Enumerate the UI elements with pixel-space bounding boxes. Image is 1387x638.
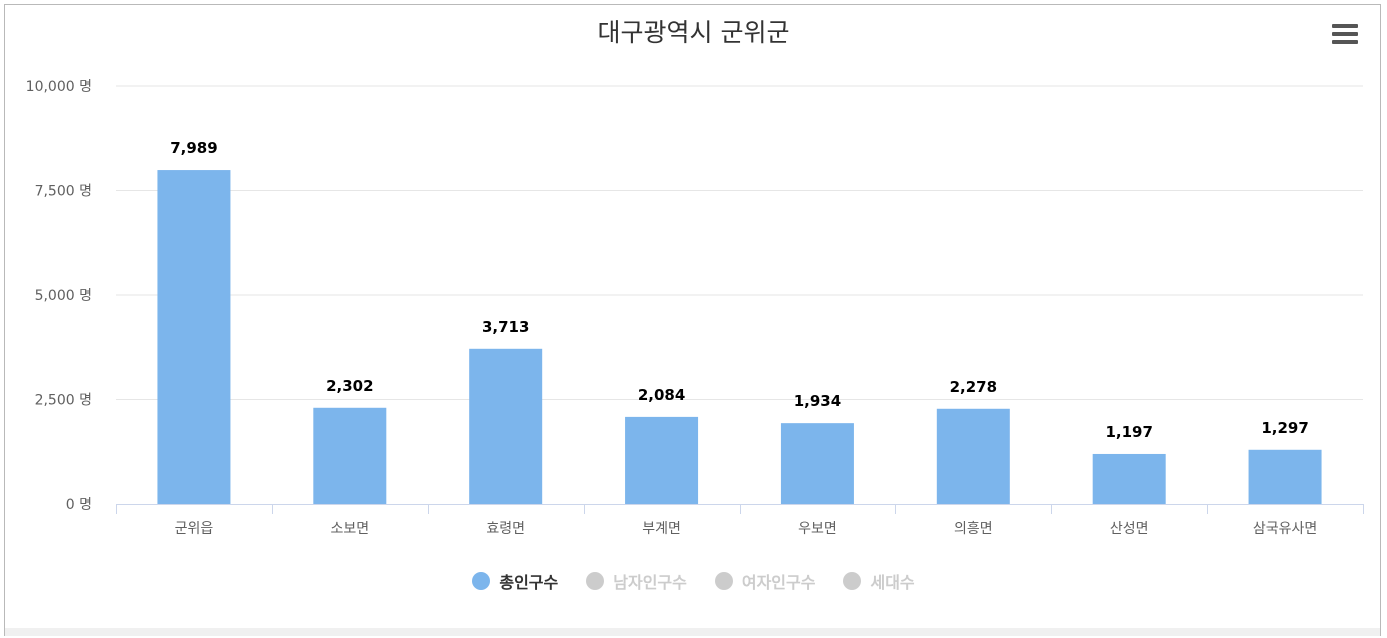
bar bbox=[313, 407, 387, 504]
y-tick-label: 2,500 명 bbox=[35, 393, 92, 409]
x-tick-label: 군위읍 bbox=[175, 521, 214, 537]
y-tick-label: 0 명 bbox=[66, 497, 92, 513]
legend: 총인구수 남자인구수 여자인구수 세대수 bbox=[0, 569, 1387, 593]
y-tick-label: 10,000 명 bbox=[26, 79, 92, 95]
chart-container bbox=[4, 4, 1381, 636]
x-tick-label: 의흥면 bbox=[954, 521, 993, 537]
hamburger-menu-icon[interactable] bbox=[1330, 24, 1362, 54]
data-label: 3,713 bbox=[482, 318, 529, 336]
bar bbox=[1092, 453, 1166, 504]
legend-dot-icon bbox=[472, 572, 491, 590]
x-tick-label: 산성면 bbox=[1110, 521, 1149, 537]
legend-dot-icon bbox=[843, 572, 862, 590]
y-tick-label: 5,000 명 bbox=[35, 288, 92, 304]
data-label: 1,934 bbox=[794, 392, 841, 410]
data-label: 2,278 bbox=[950, 378, 997, 396]
bar bbox=[469, 348, 543, 504]
bar-chart: 0 명 2,500 명 5,000 명 7,500 명 10,000 명 7,989 군위읍… bbox=[26, 79, 1364, 537]
data-label: 1,197 bbox=[1105, 423, 1152, 441]
x-tick-label: 우보면 bbox=[798, 521, 837, 537]
x-tick-label: 소보면 bbox=[330, 521, 369, 537]
data-label: 2,084 bbox=[638, 386, 685, 404]
legend-label: 총인구수 bbox=[499, 573, 559, 592]
legend-label: 여자인구수 bbox=[741, 573, 816, 592]
bar bbox=[1248, 449, 1322, 504]
legend-item-female[interactable]: 여자인구수 bbox=[714, 569, 816, 593]
data-label: 1,297 bbox=[1261, 419, 1308, 437]
data-label: 7,989 bbox=[170, 139, 217, 157]
bar bbox=[625, 416, 699, 504]
bar bbox=[157, 170, 231, 504]
bar bbox=[936, 408, 1010, 504]
legend-item-total[interactable]: 총인구수 bbox=[472, 569, 558, 593]
legend-item-households[interactable]: 세대수 bbox=[843, 569, 915, 593]
legend-dot-icon bbox=[586, 572, 605, 590]
chart-title: 대구광역시 군위군 bbox=[597, 18, 790, 47]
legend-item-male[interactable]: 남자인구수 bbox=[586, 569, 687, 593]
legend-dot-icon bbox=[714, 572, 733, 590]
data-label: 2,302 bbox=[326, 377, 373, 395]
bottom-strip bbox=[5, 628, 1380, 636]
x-tick-label: 효령면 bbox=[486, 521, 525, 537]
x-tick-label: 삼국유사면 bbox=[1253, 521, 1317, 537]
y-tick-label: 7,500 명 bbox=[35, 184, 92, 200]
bar bbox=[780, 423, 854, 504]
legend-label: 남자인구수 bbox=[613, 573, 687, 592]
x-tick-label: 부계면 bbox=[642, 521, 681, 537]
legend-label: 세대수 bbox=[870, 573, 915, 592]
